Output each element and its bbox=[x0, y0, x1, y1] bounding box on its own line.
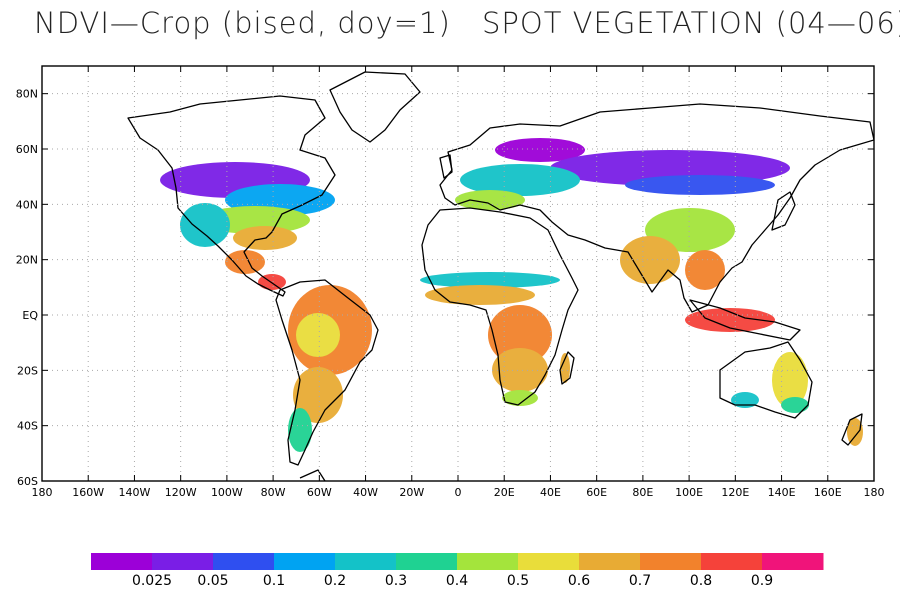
coast-eurasia bbox=[439, 103, 874, 313]
colorbar-segment bbox=[335, 553, 397, 570]
coast-south-america bbox=[275, 279, 379, 466]
map-title: NDVI—Crop (bised, doy=1) SPOT VEGETATION… bbox=[34, 6, 900, 46]
veg-australia-east bbox=[772, 352, 808, 408]
colorbar-segment bbox=[640, 553, 702, 570]
veg-amazon bbox=[296, 313, 340, 357]
lon-tick-label: 60W bbox=[307, 486, 332, 499]
colorbar-label: 0.6 bbox=[568, 573, 590, 589]
veg-se-asia bbox=[685, 250, 725, 290]
graticule bbox=[42, 66, 874, 481]
lon-tick-label: 40W bbox=[353, 486, 378, 499]
coast-indonesia bbox=[689, 299, 801, 341]
coast-antarctic-peninsula bbox=[299, 469, 326, 481]
lat-tick-label: 60N bbox=[16, 143, 38, 156]
lat-tick-label: 60S bbox=[17, 475, 38, 488]
veg-indonesia bbox=[685, 308, 775, 332]
colorbar-label: 0.5 bbox=[507, 573, 529, 589]
lat-tick-label: 20N bbox=[16, 254, 38, 267]
veg-central-africa bbox=[488, 305, 552, 365]
lon-tick-label: 160W bbox=[72, 486, 104, 499]
veg-cape bbox=[502, 390, 538, 406]
lon-tick-label: 100W bbox=[211, 486, 243, 499]
lon-tick-label: 40E bbox=[540, 486, 561, 499]
veg-madagascar bbox=[560, 353, 570, 383]
lon-tick-label: 60E bbox=[586, 486, 607, 499]
colorbar-segment bbox=[91, 553, 153, 570]
ndvi-fill bbox=[160, 138, 863, 452]
colorbar: 0.025 0.05 0.1 0.2 0.3 0.4 0.5 0.6 0.7 0.8 0.9 bbox=[91, 553, 824, 589]
coast-africa bbox=[421, 207, 579, 406]
latitude-ticks: 80N 60N 40N 20N EQ 20S 40S 60S bbox=[16, 88, 874, 488]
colorbar-label: 0.1 bbox=[263, 573, 285, 589]
title-right: SPOT VEGETATION (04—06) bbox=[482, 6, 900, 40]
coast-new-zealand bbox=[841, 413, 863, 446]
colorbar-label: 0.2 bbox=[324, 573, 346, 589]
lon-tick-label: 180 bbox=[864, 486, 885, 499]
colorbar-label: 0.05 bbox=[197, 573, 228, 589]
colorbar-label: 0.9 bbox=[751, 573, 773, 589]
colorbar-label: 0.3 bbox=[385, 573, 407, 589]
veg-australia-sw bbox=[731, 392, 759, 408]
lon-tick-label: 80E bbox=[632, 486, 653, 499]
lat-tick-label: 80N bbox=[16, 88, 38, 101]
lon-tick-label: 140E bbox=[768, 486, 796, 499]
veg-east-asia-north bbox=[625, 175, 775, 195]
veg-mediterranean bbox=[455, 190, 525, 210]
lat-tick-label: 40S bbox=[17, 420, 38, 433]
coast-australia bbox=[719, 341, 813, 419]
lat-tick-label: 20S bbox=[17, 364, 38, 377]
longitude-ticks: 180 160W 140W 120W 100W 80W 60W 40W 20W 0 20E 40E 60… bbox=[32, 66, 885, 499]
colorbar-segment bbox=[701, 553, 763, 570]
lon-tick-label: 180 bbox=[32, 486, 53, 499]
lon-tick-label: 80W bbox=[261, 486, 286, 499]
colorbar-label: 0.8 bbox=[690, 573, 712, 589]
coast-greenland bbox=[329, 71, 421, 143]
veg-mexico bbox=[225, 250, 265, 274]
veg-new-zealand bbox=[847, 418, 863, 446]
lon-tick-label: 160E bbox=[814, 486, 842, 499]
coast-uk bbox=[439, 154, 453, 179]
lon-tick-label: 0 bbox=[455, 486, 462, 499]
colorbar-segment bbox=[457, 553, 519, 570]
lon-tick-label: 140W bbox=[119, 486, 151, 499]
lon-tick-label: 120E bbox=[721, 486, 749, 499]
veg-na-west bbox=[180, 203, 230, 247]
lat-tick-label: EQ bbox=[22, 309, 38, 322]
veg-australia-se bbox=[781, 397, 809, 413]
veg-patagonia bbox=[288, 408, 312, 452]
veg-west-africa bbox=[425, 285, 535, 305]
colorbar-segment bbox=[762, 553, 824, 570]
colorbar-segment bbox=[518, 553, 580, 570]
lon-tick-label: 20E bbox=[494, 486, 515, 499]
colorbar-label: 0.7 bbox=[629, 573, 651, 589]
colorbar-segment bbox=[579, 553, 641, 570]
colorbar-label: 0.4 bbox=[446, 573, 468, 589]
lat-tick-label: 40N bbox=[16, 198, 38, 211]
coast-madagascar bbox=[559, 351, 575, 385]
colorbar-segment bbox=[152, 553, 214, 570]
map-area bbox=[42, 66, 874, 481]
lon-tick-label: 120W bbox=[165, 486, 197, 499]
colorbar-segment bbox=[213, 553, 275, 570]
colorbar-segment bbox=[396, 553, 458, 570]
coast-japan bbox=[771, 191, 796, 231]
lon-tick-label: 100E bbox=[675, 486, 703, 499]
lon-tick-label: 20W bbox=[399, 486, 424, 499]
veg-sa-south bbox=[293, 367, 343, 423]
veg-south-africa bbox=[492, 348, 548, 392]
colorbar-label: 0.025 bbox=[132, 573, 172, 589]
veg-sahel bbox=[420, 272, 560, 288]
veg-scandinavia bbox=[495, 138, 585, 162]
title-left: NDVI—Crop (bised, doy=1) bbox=[34, 6, 451, 40]
colorbar-segment bbox=[274, 553, 336, 570]
veg-india bbox=[620, 236, 680, 284]
